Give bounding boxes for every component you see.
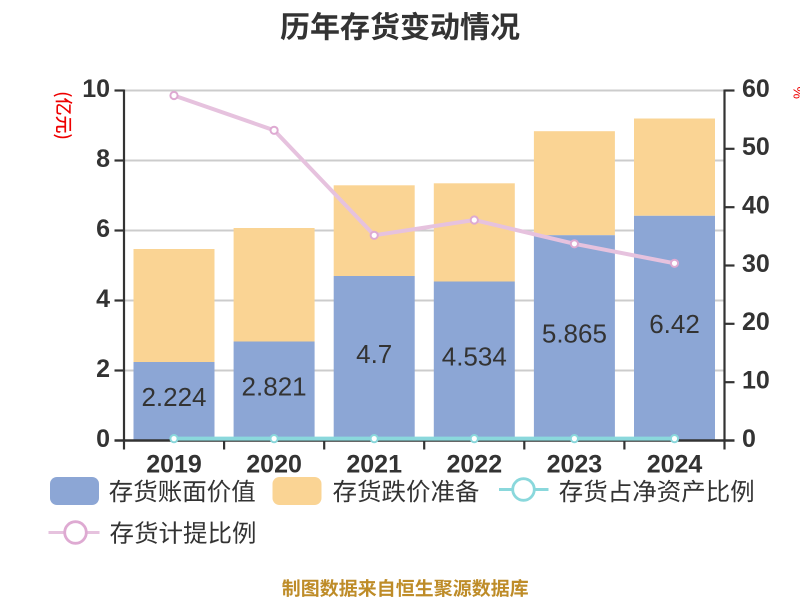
svg-text:2024: 2024 <box>647 451 703 479</box>
svg-text:%: % <box>791 87 800 99</box>
svg-text:20: 20 <box>742 308 770 336</box>
svg-text:40: 40 <box>742 192 770 220</box>
svg-text:10: 10 <box>82 75 110 103</box>
svg-text:8: 8 <box>96 145 110 173</box>
svg-text:60: 60 <box>742 75 770 103</box>
svg-text:2020: 2020 <box>246 451 302 479</box>
svg-text:4: 4 <box>96 285 110 313</box>
svg-text:2: 2 <box>96 355 110 383</box>
svg-text:2019: 2019 <box>146 451 202 479</box>
svg-text:4.7: 4.7 <box>356 339 392 369</box>
svg-text:0: 0 <box>96 425 110 453</box>
svg-text:30: 30 <box>742 250 770 278</box>
svg-text:2023: 2023 <box>547 451 603 479</box>
svg-text:2.224: 2.224 <box>141 382 206 412</box>
svg-text:6.42: 6.42 <box>649 309 700 339</box>
svg-text:10: 10 <box>742 367 770 395</box>
svg-text:2022: 2022 <box>446 451 502 479</box>
svg-text:2021: 2021 <box>346 451 402 479</box>
svg-text:4.534: 4.534 <box>442 342 507 372</box>
svg-text:2.821: 2.821 <box>242 372 307 402</box>
svg-text:6: 6 <box>96 215 110 243</box>
svg-text:0: 0 <box>742 425 756 453</box>
svg-text:5.865: 5.865 <box>542 319 607 349</box>
svg-text:50: 50 <box>742 133 770 161</box>
